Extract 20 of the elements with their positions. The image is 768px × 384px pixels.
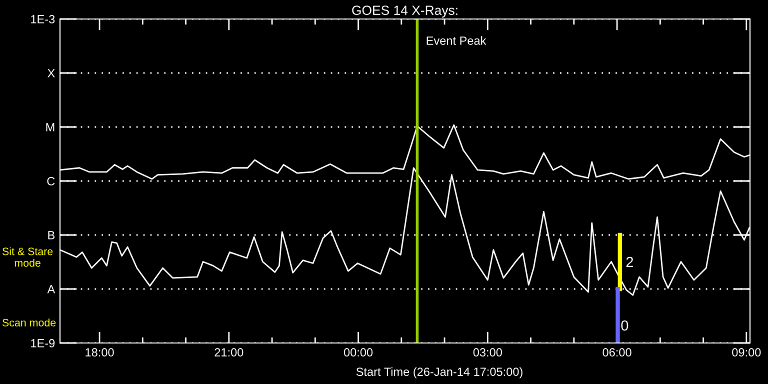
y-tick-label: 1E-3 — [31, 15, 55, 24]
y-tick-label: M — [46, 123, 54, 132]
y-tick-label: A — [47, 285, 56, 294]
y-tick-label: B — [48, 231, 55, 240]
x-tick-label: 03:00 — [473, 348, 502, 357]
ref-line-label: Event Peak — [426, 36, 486, 45]
x-tick-label: 21:00 — [214, 348, 244, 357]
annotation: 0 — [621, 320, 628, 331]
text: Sit & Stare mode — [2, 247, 53, 267]
x-tick-label: 00:00 — [344, 348, 373, 357]
x-tick-label: 18:00 — [86, 348, 114, 357]
y-tick-label: C — [47, 177, 55, 186]
annotation: 2 — [626, 256, 634, 268]
x-tick-label: 09:00 — [732, 348, 761, 357]
chart-title: GOES 14 X-Rays: — [352, 6, 458, 18]
y-tick-label: 1E-9 — [31, 339, 55, 348]
x-tick-label: 06:00 — [602, 348, 632, 357]
x-axis-title: Start Time (26-Jan-14 17:05:00) — [356, 367, 522, 378]
text: Scan mode — [2, 318, 56, 326]
y-tick-label: X — [48, 69, 55, 78]
